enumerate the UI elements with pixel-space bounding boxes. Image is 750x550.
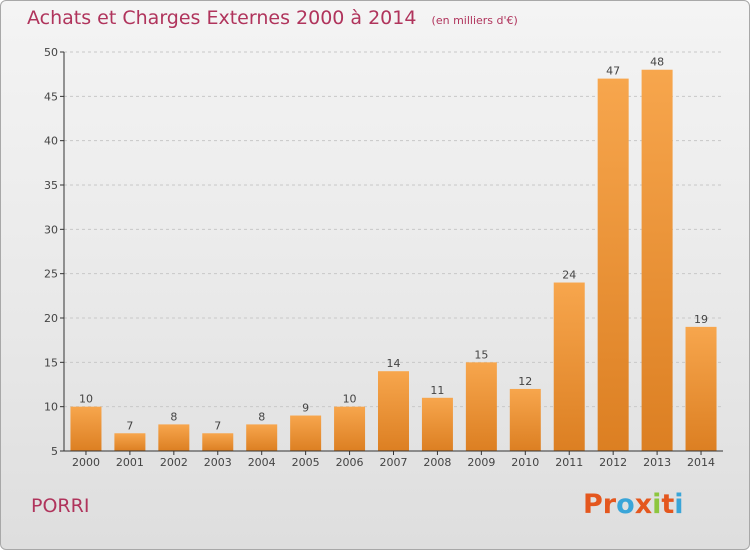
bar [158, 424, 190, 451]
chart-subtitle: (en milliers d'€) [431, 14, 518, 27]
x-tick-label: 2004 [248, 456, 276, 469]
commune-name: PORRI [31, 495, 90, 517]
bar-value-label: 14 [387, 357, 401, 370]
bar-value-label: 15 [474, 348, 488, 361]
y-tick-label: 15 [44, 356, 58, 369]
x-tick-label: 2003 [204, 456, 232, 469]
brand-logo: Proxiti [583, 489, 684, 520]
bar [421, 397, 453, 451]
bar-value-label: 48 [650, 56, 664, 69]
x-tick-label: 2014 [687, 456, 715, 469]
x-tick-label: 2000 [72, 456, 100, 469]
bar-value-label: 24 [562, 269, 576, 282]
x-tick-label: 2007 [380, 456, 408, 469]
y-tick-label: 50 [44, 46, 58, 59]
bar-value-label: 12 [518, 375, 532, 388]
bar [685, 326, 717, 451]
bar [334, 406, 366, 451]
brand-logo-letter: r [602, 489, 617, 520]
bar [378, 371, 409, 451]
bar [290, 415, 322, 451]
title-row: Achats et Charges Externes 2000 à 2014 (… [27, 7, 518, 29]
bar-value-label: 11 [430, 384, 444, 397]
brand-logo-letter: t [661, 489, 675, 520]
bar-value-label: 47 [606, 65, 620, 78]
brand-logo-letter: P [583, 489, 603, 520]
y-tick-label: 45 [44, 90, 58, 103]
bar-value-label: 8 [170, 410, 177, 423]
x-tick-label: 2001 [116, 456, 144, 469]
bar [114, 433, 146, 451]
bar-value-label: 9 [302, 402, 309, 415]
bar [509, 388, 541, 451]
x-tick-label: 2005 [292, 456, 320, 469]
bar-value-label: 7 [214, 419, 221, 432]
brand-logo-letter: i [652, 489, 662, 520]
y-tick-label: 25 [44, 268, 58, 281]
brand-logo-letter: x [634, 489, 653, 520]
x-tick-label: 2011 [555, 456, 583, 469]
bar-value-label: 10 [79, 393, 93, 406]
bar-value-label: 8 [258, 410, 265, 423]
bar-value-label: 19 [694, 313, 708, 326]
x-tick-label: 2006 [336, 456, 364, 469]
y-tick-label: 40 [44, 135, 58, 148]
brand-logo-letter: o [616, 489, 635, 520]
x-tick-label: 2013 [643, 456, 671, 469]
bar [641, 69, 673, 451]
y-tick-label: 5 [51, 445, 58, 458]
x-tick-label: 2010 [511, 456, 539, 469]
x-tick-label: 2012 [599, 456, 627, 469]
x-tick-label: 2008 [423, 456, 451, 469]
bar [597, 78, 629, 451]
y-tick-label: 35 [44, 179, 58, 192]
x-tick-label: 2009 [467, 456, 495, 469]
chart-title: Achats et Charges Externes 2000 à 2014 [27, 7, 417, 29]
y-tick-label: 20 [44, 312, 58, 325]
bar [70, 406, 102, 451]
bar [553, 282, 585, 451]
bar [246, 424, 278, 451]
y-tick-label: 10 [44, 401, 58, 414]
bar-value-label: 10 [343, 393, 357, 406]
bar [202, 433, 234, 451]
bar [465, 362, 497, 451]
y-tick-label: 30 [44, 223, 58, 236]
x-tick-label: 2002 [160, 456, 188, 469]
bar-value-label: 7 [126, 419, 133, 432]
brand-logo-letter: i [674, 489, 684, 520]
